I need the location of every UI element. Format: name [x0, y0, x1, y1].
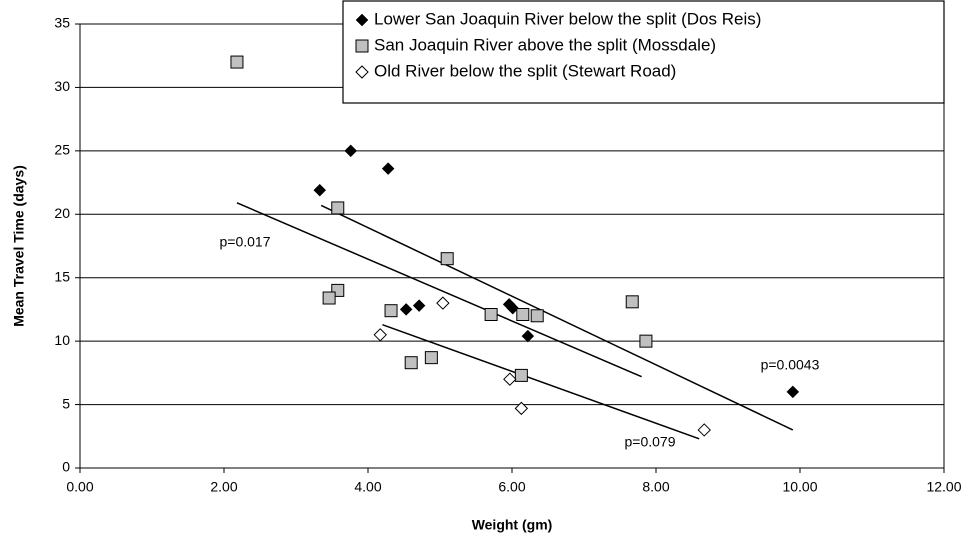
marker: [381, 162, 395, 175]
marker: [424, 351, 438, 365]
marker: [514, 368, 528, 382]
marker: [331, 201, 345, 215]
marker: [521, 329, 535, 343]
y-tick-label: 10: [54, 332, 70, 348]
x-tick-label: 12.00: [926, 479, 961, 495]
x-tick-label: 0.00: [66, 479, 93, 495]
marker: [230, 55, 244, 69]
trendline: [382, 323, 700, 440]
marker: [786, 385, 800, 399]
y-tick-label: 5: [62, 395, 70, 411]
x-axis-label: Weight (gm): [472, 517, 553, 533]
marker: [639, 334, 653, 348]
marker: [503, 372, 517, 386]
y-tick-label: 20: [54, 205, 70, 221]
x-tick-label: 4.00: [354, 479, 381, 495]
y-tick-label: 35: [54, 15, 70, 31]
marker: [399, 303, 413, 316]
y-tick-label: 0: [62, 459, 70, 475]
marker: [412, 299, 426, 312]
legend-box: [342, 0, 945, 104]
marker: [514, 401, 529, 416]
legend: Lower San Joaquin River below the split …: [342, 0, 945, 104]
marker: [404, 356, 418, 370]
y-tick-label: 30: [54, 78, 70, 94]
legend-label: Lower San Joaquin River below the split …: [374, 9, 761, 28]
marker: [373, 328, 387, 342]
marker: [440, 252, 454, 266]
x-tick-label: 6.00: [498, 479, 525, 495]
trendline: [236, 202, 642, 378]
marker: [344, 144, 358, 158]
legend-marker: [355, 39, 369, 53]
marker: [384, 304, 398, 318]
marker: [516, 308, 530, 322]
x-tick-label: 8.00: [642, 479, 669, 495]
marker: [436, 296, 450, 310]
x-tick-label: 10.00: [782, 479, 817, 495]
marker: [697, 423, 711, 437]
legend-label: Old River below the split (Stewart Road): [374, 61, 676, 80]
marker: [322, 291, 336, 305]
legend-marker: [355, 65, 369, 79]
y-tick-label: 25: [54, 142, 70, 158]
legend-label: San Joaquin River above the split (Mossd…: [374, 35, 716, 54]
annotation: p=0.079: [625, 434, 676, 450]
marker: [506, 301, 520, 315]
x-tick-label: 2.00: [210, 479, 237, 495]
y-tick-label: 15: [54, 268, 70, 284]
y-axis-label: Mean Travel Time (days): [11, 165, 27, 327]
trendline: [320, 204, 794, 431]
legend-marker: [355, 13, 369, 27]
annotation: p=0.017: [220, 234, 271, 250]
marker: [530, 309, 544, 323]
marker: [625, 295, 639, 309]
annotation: p=0.0043: [761, 357, 820, 373]
marker: [313, 183, 327, 197]
marker: [484, 308, 498, 322]
